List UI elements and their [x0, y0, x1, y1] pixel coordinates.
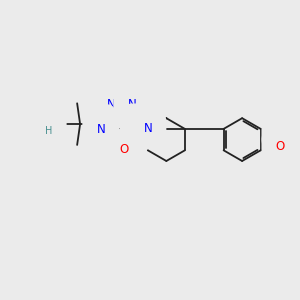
Text: N: N	[143, 122, 152, 135]
Text: O: O	[276, 126, 285, 139]
Text: N: N	[48, 119, 55, 129]
Text: H: H	[97, 116, 104, 126]
Text: N: N	[134, 118, 142, 130]
Text: H: H	[45, 112, 52, 123]
Text: H: H	[45, 126, 52, 136]
Text: O: O	[276, 140, 285, 153]
Text: N: N	[107, 98, 116, 111]
Text: O: O	[119, 143, 129, 156]
Text: N: N	[128, 98, 136, 111]
Text: N: N	[97, 123, 105, 136]
